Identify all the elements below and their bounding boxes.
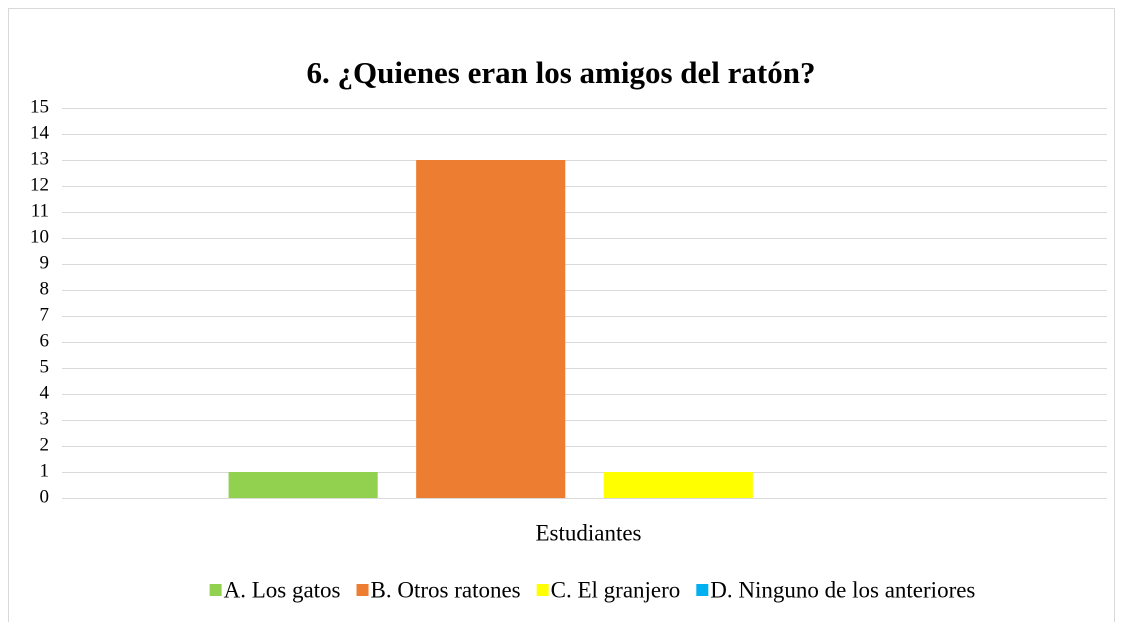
bar [416, 160, 566, 498]
y-tick-label: 11 [31, 200, 49, 221]
legend-label: C. El granjero [551, 577, 681, 602]
chart-title: 6. ¿Quienes eran los amigos del ratón? [307, 55, 816, 90]
legend-swatch [536, 584, 549, 596]
y-tick-label: 14 [30, 122, 50, 143]
y-tick-label: 12 [30, 174, 49, 195]
legend-swatch [356, 584, 369, 596]
bar [228, 472, 378, 498]
legend-swatch [209, 584, 222, 596]
y-tick-label: 1 [40, 460, 50, 481]
y-tick-label: 7 [40, 304, 50, 325]
y-tick-label: 9 [40, 252, 50, 273]
legend-swatch [696, 584, 709, 596]
y-tick-label: 3 [40, 408, 50, 429]
legend-label: B. Otros ratones [371, 577, 521, 602]
y-tick-label: 0 [40, 486, 50, 507]
x-tick-label: Estudiantes [535, 520, 641, 545]
bar [603, 472, 753, 498]
y-tick-label: 5 [40, 356, 50, 377]
y-tick-label: 15 [30, 96, 49, 117]
legend-label: D. Ninguno de los anteriores [710, 577, 975, 602]
y-tick-label: 8 [40, 278, 50, 299]
legend-label: A. Los gatos [224, 577, 341, 602]
y-tick-label: 10 [30, 226, 49, 247]
y-tick-label: 2 [40, 434, 50, 455]
y-tick-label: 4 [40, 382, 50, 403]
y-tick-label: 6 [40, 330, 50, 351]
y-tick-label: 13 [30, 148, 49, 169]
